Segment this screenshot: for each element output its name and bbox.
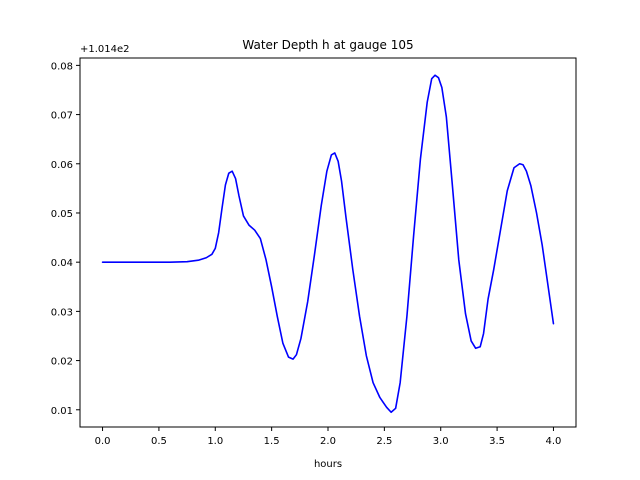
x-tick-label: 2.5 — [376, 436, 392, 447]
x-tick-label: 1.0 — [207, 436, 223, 447]
x-tick-label: 0.5 — [151, 436, 167, 447]
y-tick-label: 0.01 — [51, 406, 73, 417]
y-tick-label: 0.04 — [51, 258, 73, 269]
x-tick-label: 3.0 — [433, 436, 449, 447]
x-tick-label: 4.0 — [546, 436, 562, 447]
y-tick-label: 0.02 — [51, 357, 73, 368]
x-tick-label: 2.0 — [320, 436, 336, 447]
y-tick-label: 0.06 — [51, 160, 73, 171]
x-tick-label: 0.0 — [95, 436, 111, 447]
x-tick-label: 1.5 — [264, 436, 280, 447]
plot-area — [101, 74, 555, 414]
x-tick-label: 3.5 — [489, 436, 505, 447]
y-tick-label: 0.08 — [51, 61, 73, 72]
x-axis-label: hours — [314, 459, 342, 470]
chart-title: Water Depth h at gauge 105 — [242, 38, 413, 52]
y-offset-label: +1.014e2 — [80, 44, 130, 55]
y-tick-label: 0.05 — [51, 209, 73, 220]
y-tick-label: 0.07 — [51, 111, 73, 122]
y-tick-label: 0.03 — [51, 307, 73, 318]
x-axis: 0.0 0.5 1.0 1.5 2.0 2.5 3.0 3.5 4.0 — [95, 427, 562, 447]
y-axis: 0.01 0.02 0.03 0.04 0.05 0.06 0.07 0.08 — [51, 61, 80, 417]
series-line-0 — [101, 74, 555, 414]
